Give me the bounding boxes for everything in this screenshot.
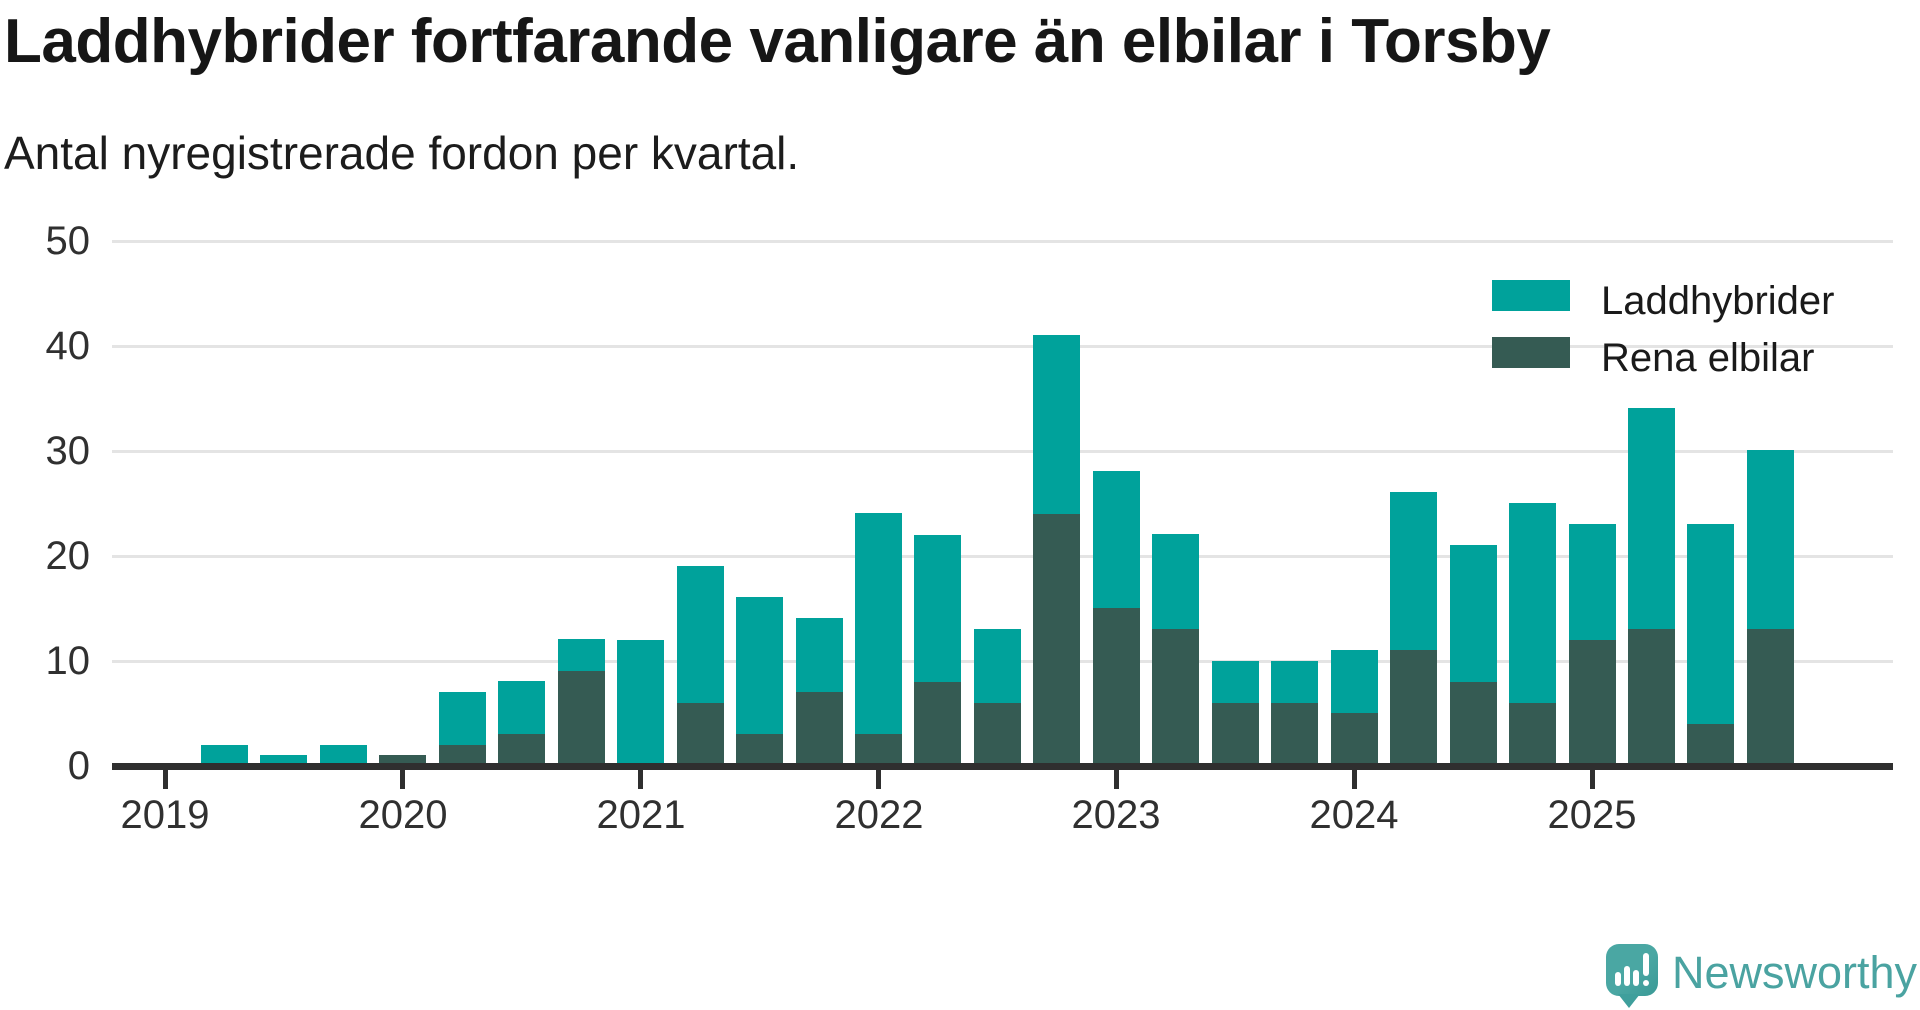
x-axis-label-2020: 2020 [358, 793, 448, 837]
bar-rena-elbilar-2023-Q2 [1152, 629, 1199, 766]
bar-rena-elbilar-2023-Q4 [1271, 703, 1318, 766]
bar-rena-elbilar-2025-Q1 [1569, 640, 1616, 766]
bar-rena-elbilar-2020-Q1 [379, 755, 426, 766]
bar-laddhybrider-2019-Q3 [260, 755, 307, 766]
bar-laddhybrider-2020-Q4 [558, 639, 605, 671]
bar-laddhybrider-2020-Q3 [498, 681, 545, 734]
bar-rena-elbilar-2020-Q2 [439, 745, 486, 766]
bar-rena-elbilar-2022-Q1 [855, 734, 902, 766]
bar-laddhybrider-2020-Q2 [439, 692, 486, 745]
bar-rena-elbilar-2022-Q4 [1033, 514, 1080, 766]
bar-laddhybrider-2019-Q4 [320, 745, 367, 766]
x-axis-tick-2025 [1590, 770, 1595, 789]
bar-laddhybrider-2021-Q3 [736, 597, 783, 734]
legend-swatch-rena-elbilar [1492, 337, 1570, 368]
bar-laddhybrider-2023-Q3 [1212, 661, 1259, 703]
x-axis-label-2021: 2021 [596, 793, 686, 837]
gridline-50 [112, 240, 1893, 243]
gridline-20 [112, 555, 1893, 558]
bar-laddhybrider-2024-Q2 [1390, 492, 1437, 650]
y-axis-label-10: 10 [45, 639, 91, 683]
y-axis-label-30: 30 [45, 429, 91, 473]
x-axis-label-2024: 2024 [1309, 793, 1399, 837]
bar-laddhybrider-2025-Q3 [1687, 524, 1734, 724]
x-axis-label-2019: 2019 [120, 793, 210, 837]
x-axis-tick-2024 [1352, 770, 1357, 789]
legend-label-laddhybrider: Laddhybrider [1601, 279, 1835, 323]
y-axis-label-50: 50 [45, 219, 91, 263]
x-axis-tick-2022 [876, 770, 881, 789]
gridline-30 [112, 450, 1893, 453]
bar-rena-elbilar-2022-Q2 [914, 682, 961, 766]
legend-swatch-laddhybrider [1492, 280, 1570, 311]
bar-rena-elbilar-2021-Q4 [796, 692, 843, 766]
bar-laddhybrider-2023-Q1 [1093, 471, 1140, 608]
bar-rena-elbilar-2021-Q2 [677, 703, 724, 766]
bar-rena-elbilar-2025-Q2 [1628, 629, 1675, 766]
x-axis-tick-2020 [400, 770, 405, 789]
legend-label-rena-elbilar: Rena elbilar [1601, 336, 1815, 380]
bar-laddhybrider-2024-Q1 [1331, 650, 1378, 713]
bar-laddhybrider-2024-Q4 [1509, 503, 1556, 703]
speech-bubble-bar-chart-icon [1606, 944, 1658, 996]
x-axis-tick-2021 [638, 770, 643, 789]
x-axis-tick-2019 [163, 770, 168, 789]
x-axis-label-2023: 2023 [1071, 793, 1161, 837]
gridline-40 [112, 345, 1893, 348]
y-axis-label-0: 0 [67, 744, 90, 788]
bar-laddhybrider-2022-Q3 [974, 629, 1021, 703]
bar-laddhybrider-2022-Q1 [855, 513, 902, 734]
bar-laddhybrider-2024-Q3 [1450, 545, 1497, 682]
bar-laddhybrider-2023-Q4 [1271, 661, 1318, 703]
bar-rena-elbilar-2025-Q3 [1687, 724, 1734, 766]
bar-laddhybrider-2021-Q2 [677, 566, 724, 703]
bar-rena-elbilar-2024-Q3 [1450, 682, 1497, 766]
x-axis-label-2025: 2025 [1547, 793, 1637, 837]
bar-laddhybrider-2023-Q2 [1152, 534, 1199, 629]
bar-laddhybrider-2021-Q1 [617, 640, 664, 766]
bar-rena-elbilar-2023-Q3 [1212, 703, 1259, 766]
bar-laddhybrider-2025-Q4 [1747, 450, 1794, 629]
chart-title: Laddhybrider fortfarande vanligare än el… [4, 7, 1551, 76]
bar-rena-elbilar-2025-Q4 [1747, 629, 1794, 766]
x-axis-label-2022: 2022 [834, 793, 924, 837]
bar-rena-elbilar-2020-Q4 [558, 671, 605, 766]
bar-laddhybrider-2025-Q2 [1628, 408, 1675, 629]
bar-rena-elbilar-2021-Q3 [736, 734, 783, 766]
bar-rena-elbilar-2022-Q3 [974, 703, 1021, 766]
bar-rena-elbilar-2023-Q1 [1093, 608, 1140, 766]
bar-laddhybrider-2025-Q1 [1569, 524, 1616, 640]
chart-subtitle: Antal nyregistrerade fordon per kvartal. [4, 127, 800, 179]
bar-rena-elbilar-2024-Q4 [1509, 703, 1556, 766]
newsworthy-logo: Newsworthy [1606, 942, 1918, 1008]
bar-rena-elbilar-2020-Q3 [498, 734, 545, 766]
bar-laddhybrider-2022-Q4 [1033, 335, 1080, 514]
x-axis-tick-2023 [1114, 770, 1119, 789]
bar-rena-elbilar-2024-Q1 [1331, 713, 1378, 766]
bar-laddhybrider-2021-Q4 [796, 618, 843, 692]
bar-laddhybrider-2019-Q2 [201, 745, 248, 766]
brand-name: Newsworthy [1672, 947, 1918, 998]
bar-laddhybrider-2022-Q2 [914, 535, 961, 682]
y-axis-label-20: 20 [45, 534, 91, 578]
x-axis-line [112, 763, 1893, 770]
speech-bubble-tail [1618, 994, 1640, 1008]
bar-rena-elbilar-2024-Q2 [1390, 650, 1437, 766]
y-axis-label-40: 40 [45, 324, 91, 368]
